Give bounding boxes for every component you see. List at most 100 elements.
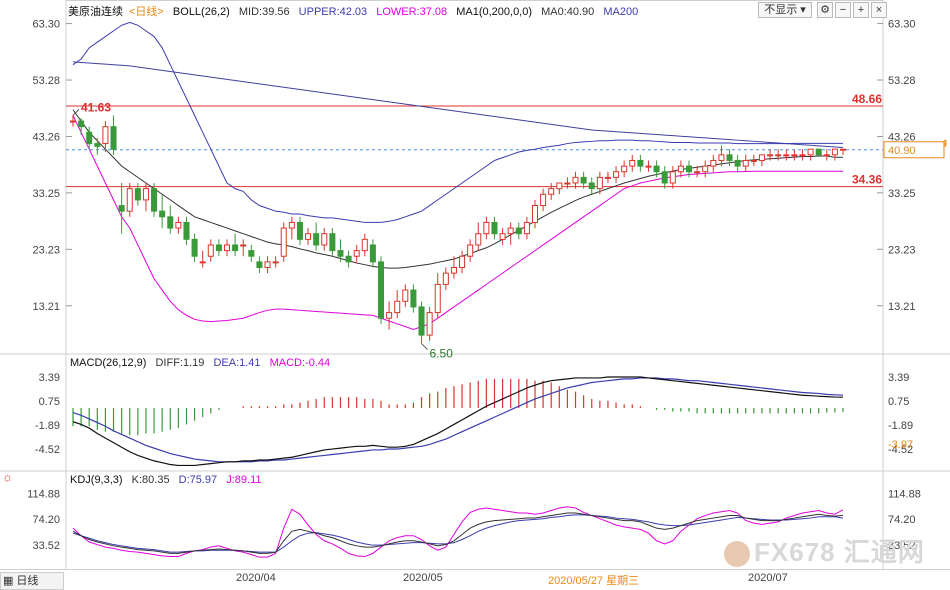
kdj-d-line: [72, 514, 844, 553]
candle-body: [791, 154, 798, 157]
candle-body: [645, 165, 652, 168]
candle-body: [467, 244, 474, 257]
kdj-k-line: [72, 512, 844, 554]
symbol-label[interactable]: 美原油连续: [68, 6, 123, 18]
candle-body: [556, 182, 563, 190]
period-label[interactable]: <日线>: [129, 6, 164, 18]
macd-axis-label-right: 3.39: [888, 372, 909, 384]
calendar-icon: ▦: [3, 575, 14, 587]
x-label-crosshair-date: 2020/05/27 星期三: [548, 575, 640, 587]
candle-body: [134, 188, 141, 201]
candle-body: [823, 154, 830, 157]
period-tab-label: 日线: [16, 575, 39, 587]
candle-body: [248, 250, 255, 257]
candle-body: [677, 165, 684, 173]
price-axis-label-left: 43.26: [32, 131, 60, 143]
candle-body: [151, 188, 158, 212]
price-axis-label-left: 53.28: [32, 75, 60, 87]
candle-body: [653, 165, 660, 173]
settings-icon[interactable]: ⚙: [817, 2, 833, 18]
candle-body: [410, 289, 417, 308]
candle-body: [215, 244, 222, 252]
candle-body: [280, 227, 287, 257]
candle-body: [402, 289, 409, 302]
candle-body: [750, 159, 757, 162]
candle-body: [223, 244, 231, 252]
price-axis-label-left: 33.25: [32, 188, 60, 200]
candle-body: [831, 148, 838, 156]
kdj-legend: KDJ(9,3,3) K:80.35 D:75.97 J:89.11: [70, 474, 268, 486]
candle-body: [580, 176, 587, 184]
candle-body: [369, 244, 376, 263]
kdj-axis-label-left: 33.52: [32, 540, 60, 552]
candle-body: [386, 312, 393, 319]
candle-body: [807, 148, 814, 156]
candle-body: [296, 221, 303, 240]
high-label: 41.63: [81, 100, 111, 114]
price-axis-label-right: 23.23: [888, 244, 916, 256]
candle-body: [94, 143, 101, 147]
current-price-arrow-icon: ⇞: [941, 139, 949, 150]
low-marker: [421, 343, 428, 350]
candle-body: [69, 120, 77, 123]
ma200-line: [72, 61, 844, 149]
candle-body: [264, 261, 271, 269]
candle-body: [377, 261, 385, 319]
macd-axis-label-right: -4.52: [888, 444, 913, 456]
candle-body: [86, 131, 93, 145]
ma200-label: MA200: [603, 6, 639, 18]
hide-dropdown[interactable]: 不显示 ▾: [758, 2, 812, 18]
candle-body: [305, 233, 312, 240]
candle-body: [588, 182, 595, 190]
macd-axis-label-left: 0.75: [39, 396, 60, 408]
boll-upper-line: [72, 21, 843, 223]
indicator-settings-icon[interactable]: ☼: [2, 470, 13, 484]
candle-body: [613, 171, 620, 178]
plus-button[interactable]: +: [853, 2, 869, 18]
kdj-j-line: [72, 506, 844, 558]
candle-body: [353, 250, 360, 257]
minus-button[interactable]: −: [835, 2, 851, 18]
period-tab[interactable]: ▦ 日线: [0, 572, 64, 590]
candle-body: [361, 238, 368, 252]
watermark-text: FX678 汇通网: [754, 537, 925, 567]
kdj-axis-label-left: 114.88: [27, 489, 60, 501]
candle-body: [564, 182, 571, 185]
current-price-label: 40.90: [888, 145, 916, 157]
kdj-j-value: J:89.11: [226, 474, 262, 486]
candle-body: [110, 126, 117, 150]
candle-body: [742, 159, 749, 167]
candle-body: [523, 221, 530, 235]
x-label-2020-07: 2020/07: [748, 572, 788, 584]
macd-macd-value: MACD:-0.44: [269, 357, 331, 369]
price-axis-label-right: 33.25: [888, 188, 916, 200]
candle-body: [183, 221, 190, 240]
watermark: FX678 汇通网: [724, 532, 925, 569]
candle-body: [207, 244, 214, 257]
close-button[interactable]: ×: [871, 2, 887, 18]
macd-name[interactable]: MACD(26,12,9): [70, 357, 147, 369]
boll-mid-value: MID:39.56: [238, 6, 290, 18]
candle-body: [175, 221, 182, 229]
watermark-logo-icon: [724, 541, 750, 568]
candle-body: [515, 227, 522, 235]
boll-label[interactable]: BOLL(26,2): [172, 6, 230, 18]
kdj-name[interactable]: KDJ(9,3,3): [70, 474, 123, 486]
kdj-axis-label-left: 74.20: [32, 514, 60, 526]
price-axis-label-left: 23.23: [32, 244, 60, 256]
candle-body: [604, 176, 611, 179]
candle-body: [491, 221, 498, 235]
kdj-k-value: K:80.35: [131, 474, 170, 486]
x-label-2020-05: 2020/05: [403, 572, 443, 584]
candle-body: [507, 227, 514, 235]
candle-body: [799, 154, 806, 157]
candle-body: [167, 216, 174, 229]
kdj-d-value: D:75.97: [178, 474, 218, 486]
candle-body: [637, 159, 644, 167]
candle-body: [726, 154, 733, 161]
candle-body: [256, 261, 263, 269]
boll-upper-value: UPPER:42.03: [298, 6, 368, 18]
ma1-label[interactable]: MA1(0,200,0,0): [456, 6, 533, 18]
macd-diff-value: DIFF:1.19: [155, 357, 205, 369]
candle-body: [191, 238, 198, 257]
